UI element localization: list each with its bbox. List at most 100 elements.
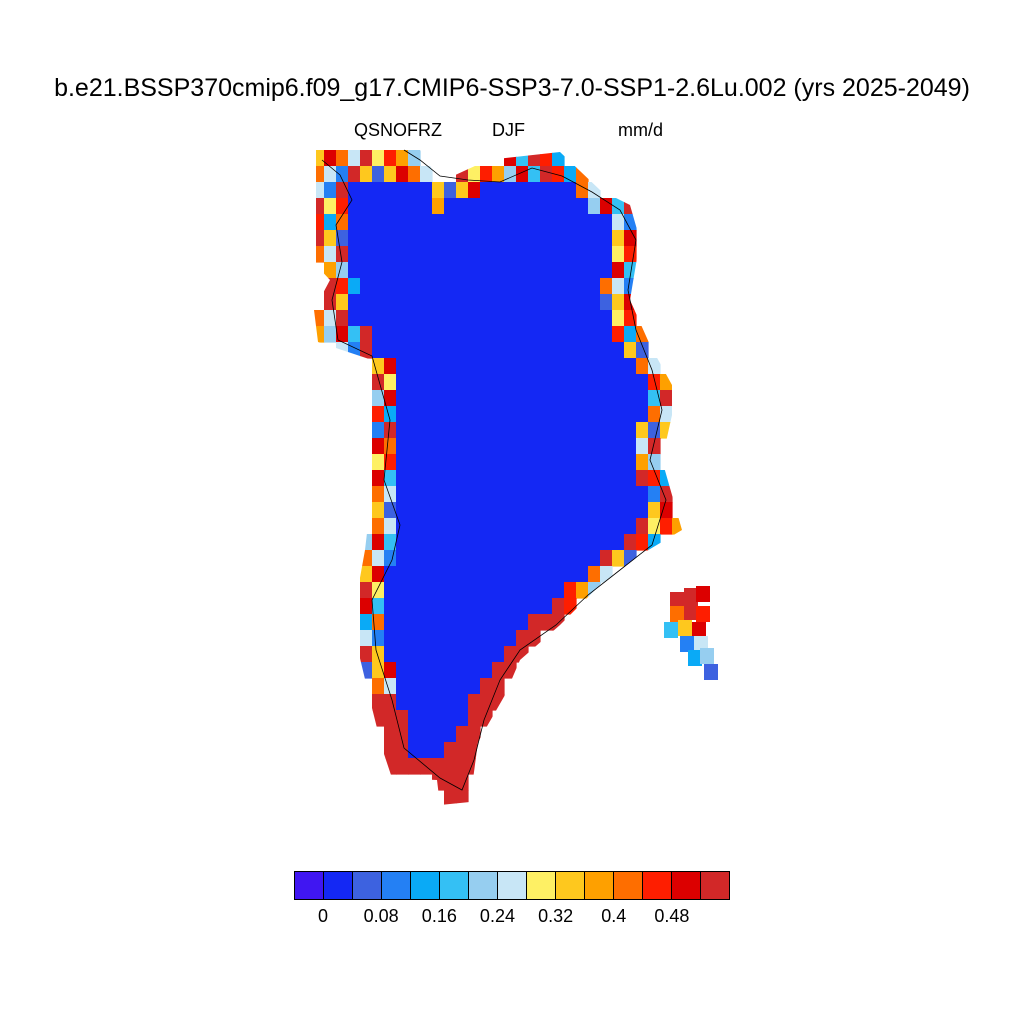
grid-cell — [336, 246, 349, 263]
grid-cell — [444, 646, 457, 663]
grid-cell — [468, 582, 481, 599]
grid-cell — [576, 326, 589, 343]
grid-cell — [528, 566, 541, 583]
grid-cell — [564, 566, 577, 583]
grid-cell — [670, 592, 684, 608]
grid-cell — [336, 294, 349, 311]
grid-cell — [504, 166, 517, 183]
grid-cell — [444, 294, 457, 311]
grid-cell — [680, 636, 694, 652]
grid-cell — [624, 518, 637, 535]
grid-cell — [432, 694, 445, 711]
grid-cell — [552, 230, 565, 247]
grid-cell — [600, 262, 613, 279]
grid-cell — [516, 566, 529, 583]
grid-cell — [432, 358, 445, 375]
grid-cell — [504, 310, 517, 327]
grid-cell — [588, 534, 601, 551]
grid-cell — [480, 614, 493, 631]
grid-cell — [372, 710, 385, 727]
grid-cell — [704, 664, 718, 680]
grid-cell — [504, 182, 517, 199]
grid-cell — [624, 534, 637, 551]
grid-cell — [564, 182, 577, 199]
grid-cell — [552, 342, 565, 359]
grid-cell — [396, 230, 409, 247]
colorbar-swatch — [382, 872, 411, 899]
grid-cell — [384, 486, 397, 503]
grid-cell — [360, 342, 373, 359]
colorbar-swatch — [556, 872, 585, 899]
grid-cell — [372, 486, 385, 503]
grid-cell — [612, 342, 625, 359]
grid-cell — [408, 518, 421, 535]
grid-cell — [384, 518, 397, 535]
grid-cell — [552, 390, 565, 407]
grid-cell — [408, 454, 421, 471]
grid-cell — [324, 326, 337, 343]
grid-cell — [324, 166, 337, 183]
grid-cell — [516, 518, 529, 535]
grid-cell — [564, 374, 577, 391]
grid-cell — [516, 534, 529, 551]
grid-cell — [432, 614, 445, 631]
grid-cell — [516, 198, 529, 215]
grid-cell — [432, 214, 445, 231]
grid-cell — [372, 438, 385, 455]
grid-cell — [588, 342, 601, 359]
grid-cell — [540, 310, 553, 327]
grid-cell — [672, 518, 682, 535]
grid-cell — [564, 550, 577, 567]
grid-cell — [552, 422, 565, 439]
grid-cell — [564, 390, 577, 407]
grid-cell — [576, 486, 589, 503]
colorbar-swatch — [353, 872, 382, 899]
grid-cell — [528, 358, 541, 375]
grid-cell — [384, 310, 397, 327]
grid-cell — [396, 678, 409, 695]
grid-cell — [384, 150, 397, 167]
grid-cell — [540, 294, 553, 311]
grid-cell — [600, 230, 613, 247]
grid-cell — [564, 342, 577, 359]
grid-cell — [456, 534, 469, 551]
grid-cell — [636, 470, 649, 487]
grid-cell — [384, 438, 397, 455]
grid-cell — [384, 454, 397, 471]
grid-cell — [528, 470, 541, 487]
grid-cell — [660, 486, 673, 503]
grid-cell — [504, 454, 517, 471]
grid-cell — [480, 262, 493, 279]
units-label: mm/d — [618, 120, 663, 140]
grid-cell — [432, 422, 445, 439]
grid-cell — [420, 166, 433, 183]
grid-cell — [372, 198, 385, 215]
grid-cell — [420, 246, 433, 263]
grid-cell — [384, 566, 397, 583]
grid-cell — [588, 454, 601, 471]
grid-cell — [540, 230, 553, 247]
grid-cell — [552, 294, 565, 311]
grid-cell — [444, 406, 457, 423]
grid-cell — [456, 598, 469, 615]
grid-cell — [444, 662, 457, 679]
grid-cell — [372, 694, 385, 711]
grid-cell — [588, 230, 601, 247]
grid-cell — [564, 582, 577, 599]
grid-cell — [540, 614, 553, 631]
grid-cell — [648, 486, 661, 503]
grid-cell — [372, 390, 385, 407]
grid-cell — [408, 438, 421, 455]
grid-cell — [456, 246, 469, 263]
colorbar-swatch — [498, 872, 527, 899]
grid-cell — [444, 422, 457, 439]
grid-cell — [552, 326, 565, 343]
grid-cell — [600, 566, 613, 583]
colorbar-tick-label: 0 — [318, 906, 329, 926]
grid-cell — [600, 422, 613, 439]
grid-cell — [396, 758, 409, 775]
grid-cell — [444, 774, 457, 791]
grid-cell — [564, 294, 577, 311]
grid-cell — [696, 586, 710, 602]
grid-cell — [588, 422, 601, 439]
